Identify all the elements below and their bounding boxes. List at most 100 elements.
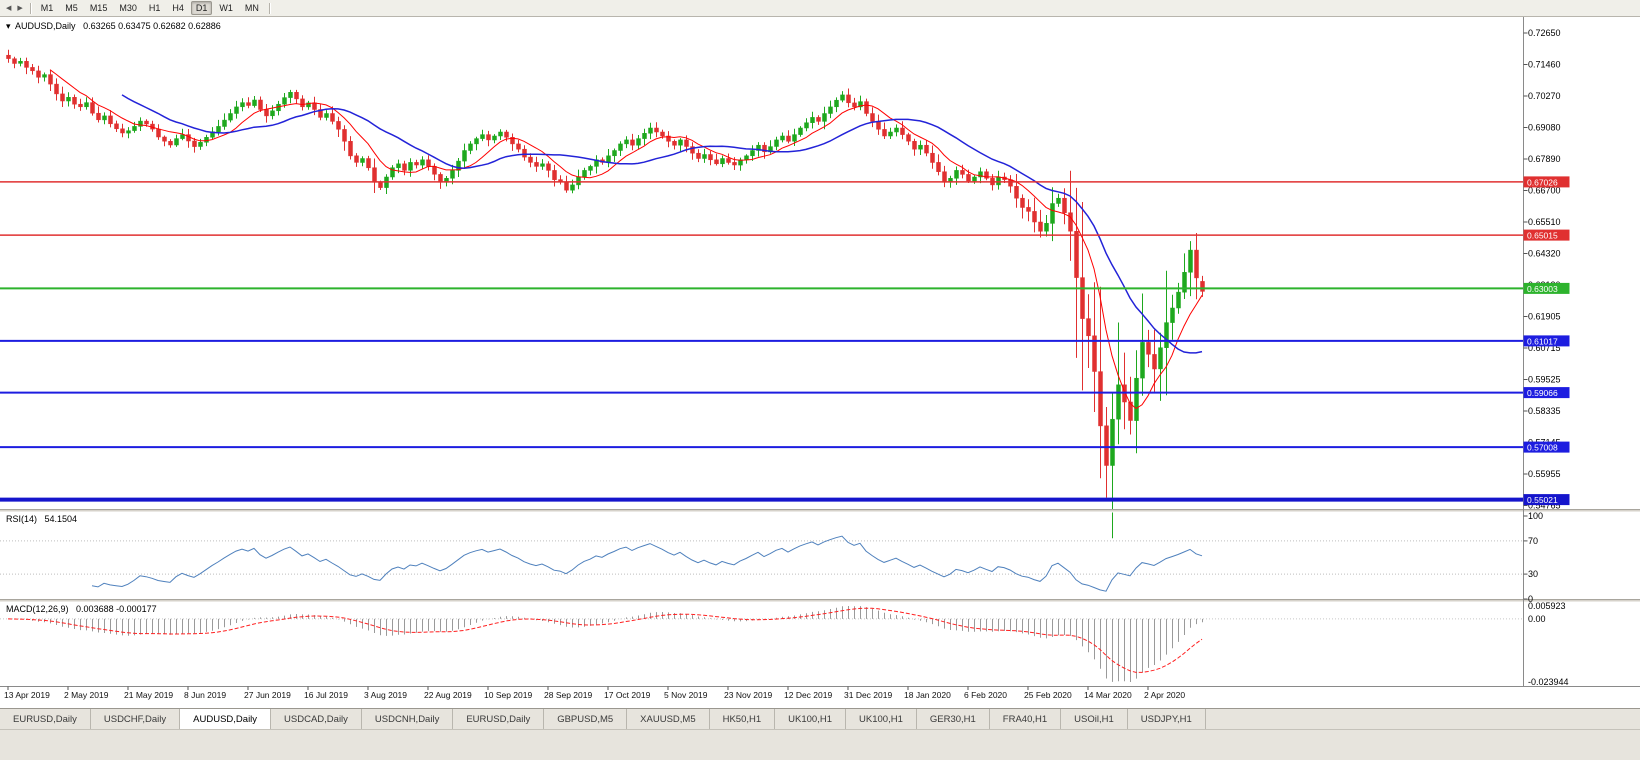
- svg-text:5 Nov 2019: 5 Nov 2019: [664, 690, 708, 700]
- chart-tab-xauusd-m5[interactable]: XAUUSD,M5: [627, 709, 710, 729]
- price-tag-0.59066[interactable]: 0.59066: [1523, 387, 1570, 399]
- toolbar-separator: [29, 2, 31, 14]
- chart-window: 0.005923 0.00 -0.023944 0.72650 0.71460 0.702…: [0, 17, 1640, 708]
- svg-text:13 Apr 2019: 13 Apr 2019: [4, 690, 50, 700]
- svg-text:16 Jul 2019: 16 Jul 2019: [304, 690, 348, 700]
- timeframe-button-m5[interactable]: M5: [65, 3, 78, 13]
- chart-tab-fra40-h1[interactable]: FRA40,H1: [990, 709, 1062, 729]
- chart-tab-usdjpy-h1[interactable]: USDJPY,H1: [1128, 709, 1206, 729]
- chart-tab-uk100-h1[interactable]: UK100,H1: [846, 709, 917, 729]
- ma-slow-line: [121, 94, 1203, 354]
- chart-tab-uk100-h1[interactable]: UK100,H1: [775, 709, 847, 729]
- macd-histogram: [14, 606, 1203, 682]
- timeframe-button-h4[interactable]: H4: [172, 3, 184, 13]
- chart-tab-usdcnh-daily[interactable]: USDCNH,Daily: [362, 709, 454, 729]
- svg-text:28 Sep 2019: 28 Sep 2019: [544, 690, 592, 700]
- macd-label: MACD(12,26,9) 0.003688 -0.000177: [6, 604, 157, 614]
- rsi-indicator-value: 54.1504: [44, 514, 78, 524]
- svg-text:0.64320: 0.64320: [1528, 249, 1561, 259]
- svg-text:0.59066: 0.59066: [1527, 388, 1558, 398]
- macd-indicator-values: 0.003688 -0.000177: [76, 604, 157, 614]
- chart-tab-audusd-daily[interactable]: AUDUSD,Daily: [180, 709, 272, 729]
- price-tag-0.55021[interactable]: 0.55021: [1523, 494, 1570, 505]
- svg-text:0.55955: 0.55955: [1528, 469, 1561, 479]
- macd-scale[interactable]: 0.005923 0.00 -0.023944: [1528, 601, 1569, 687]
- rsi-scale[interactable]: 100 70 30 0: [1523, 511, 1544, 604]
- svg-text:30: 30: [1528, 569, 1538, 579]
- svg-text:3 Aug 2019: 3 Aug 2019: [364, 690, 407, 700]
- svg-text:21 May 2019: 21 May 2019: [124, 690, 173, 700]
- svg-text:0.57008: 0.57008: [1527, 443, 1558, 453]
- timeframe-button-m15[interactable]: M15: [89, 3, 108, 13]
- chart-tab-ger30-h1[interactable]: GER30,H1: [917, 709, 990, 729]
- chart-tab-gbpusd-m5[interactable]: GBPUSD,M5: [544, 709, 628, 729]
- ma-fast-line: [49, 69, 1203, 410]
- price-tag-0.67026[interactable]: 0.67026: [1523, 176, 1570, 188]
- chart-tab-usoil-h1[interactable]: USOil,H1: [1061, 709, 1128, 729]
- timeframe-button-m1[interactable]: M1: [40, 3, 54, 13]
- svg-text:12 Dec 2019: 12 Dec 2019: [784, 690, 832, 700]
- svg-text:0.67890: 0.67890: [1528, 154, 1561, 164]
- svg-text:0.59525: 0.59525: [1528, 375, 1561, 385]
- timeframe-button-h1[interactable]: H1: [148, 3, 161, 13]
- rsi-label: RSI(14) 54.1504: [6, 514, 77, 524]
- svg-text:0.005923: 0.005923: [1528, 601, 1566, 611]
- price-tag-0.65015[interactable]: 0.65015: [1523, 229, 1570, 241]
- symbol-dropdown-icon[interactable]: ▾: [6, 21, 11, 31]
- chart-scroll-right-icon[interactable]: ▶: [17, 5, 23, 12]
- chart-tab-hk50-h1[interactable]: HK50,H1: [710, 709, 776, 729]
- svg-text:2 May 2019: 2 May 2019: [64, 690, 109, 700]
- macd-signal-line: [7, 607, 1203, 673]
- svg-text:70: 70: [1528, 536, 1538, 546]
- svg-text:17 Oct 2019: 17 Oct 2019: [604, 690, 651, 700]
- svg-text:0.61905: 0.61905: [1528, 312, 1561, 322]
- svg-text:22 Aug 2019: 22 Aug 2019: [424, 690, 472, 700]
- svg-text:6 Feb 2020: 6 Feb 2020: [964, 690, 1007, 700]
- svg-text:0.72650: 0.72650: [1528, 28, 1561, 38]
- svg-text:18 Jan 2020: 18 Jan 2020: [904, 690, 951, 700]
- svg-text:14 Mar 2020: 14 Mar 2020: [1084, 690, 1132, 700]
- timeframe-button-mn[interactable]: MN: [244, 3, 259, 13]
- svg-text:0.69080: 0.69080: [1528, 123, 1561, 133]
- pane-separator-2[interactable]: [0, 599, 1640, 603]
- timeframe-toolbar: ◀ ▶ M1 M5 M15 M30 H1 H4 D1 W1 MN: [0, 0, 1640, 17]
- svg-text:0.58335: 0.58335: [1528, 406, 1561, 416]
- svg-text:31 Dec 2019: 31 Dec 2019: [844, 690, 892, 700]
- date-axis[interactable]: 13 Apr 2019 2 May 2019 21 May 2019 8 Jun 20…: [4, 686, 1185, 701]
- svg-text:10 Sep 2019: 10 Sep 2019: [484, 690, 532, 700]
- svg-text:0.61017: 0.61017: [1527, 336, 1558, 346]
- svg-text:0: 0: [1528, 594, 1533, 604]
- timeframe-button-w1[interactable]: W1: [219, 3, 233, 13]
- svg-text:0.65015: 0.65015: [1527, 231, 1558, 241]
- chart-tab-usdchf-daily[interactable]: USDCHF,Daily: [91, 709, 181, 729]
- svg-text:0.67026: 0.67026: [1527, 177, 1558, 187]
- price-tag-0.57008[interactable]: 0.57008: [1523, 441, 1570, 453]
- pane-separator-1[interactable]: [0, 509, 1640, 513]
- svg-text:0.70270: 0.70270: [1528, 91, 1561, 101]
- svg-text:25 Feb 2020: 25 Feb 2020: [1024, 690, 1072, 700]
- svg-text:8 Jun 2019: 8 Jun 2019: [184, 690, 226, 700]
- svg-text:0.63003: 0.63003: [1527, 284, 1558, 294]
- timeframe-button-m30[interactable]: M30: [119, 3, 137, 13]
- chart-scroll-left-icon[interactable]: ◀: [6, 5, 12, 12]
- svg-text:23 Nov 2019: 23 Nov 2019: [724, 690, 772, 700]
- chart-tab-eurusd-daily[interactable]: EURUSD,Daily: [0, 709, 91, 729]
- chart-canvas[interactable]: 0.005923 0.00 -0.023944 0.72650 0.71460 0.702…: [0, 17, 1640, 708]
- svg-text:2 Apr 2020: 2 Apr 2020: [1144, 690, 1185, 700]
- svg-text:0.00: 0.00: [1528, 614, 1546, 624]
- rsi-indicator-name: RSI(14): [6, 514, 38, 524]
- svg-text:0.65510: 0.65510: [1528, 217, 1561, 227]
- rsi-line: [91, 535, 1203, 592]
- svg-text:0.60715: 0.60715: [1528, 343, 1561, 353]
- chart-tab-eurusd-daily[interactable]: EURUSD,Daily: [453, 709, 545, 729]
- chart-tab-bar: EURUSD,Daily USDCHF,Daily AUDUSD,Daily USDC…: [0, 708, 1640, 729]
- chart-tab-usdcad-daily[interactable]: USDCAD,Daily: [271, 709, 362, 729]
- svg-text:-0.023944: -0.023944: [1528, 677, 1569, 687]
- svg-text:0.55021: 0.55021: [1527, 495, 1558, 505]
- timeframe-button-d1[interactable]: D1: [190, 1, 213, 15]
- price-tag-0.63003[interactable]: 0.63003: [1523, 282, 1570, 294]
- price-tag-0.61017[interactable]: 0.61017: [1523, 335, 1570, 346]
- svg-text:0.71460: 0.71460: [1528, 60, 1561, 70]
- toolbar-separator: [268, 2, 270, 14]
- svg-text:0.54765: 0.54765: [1528, 501, 1561, 511]
